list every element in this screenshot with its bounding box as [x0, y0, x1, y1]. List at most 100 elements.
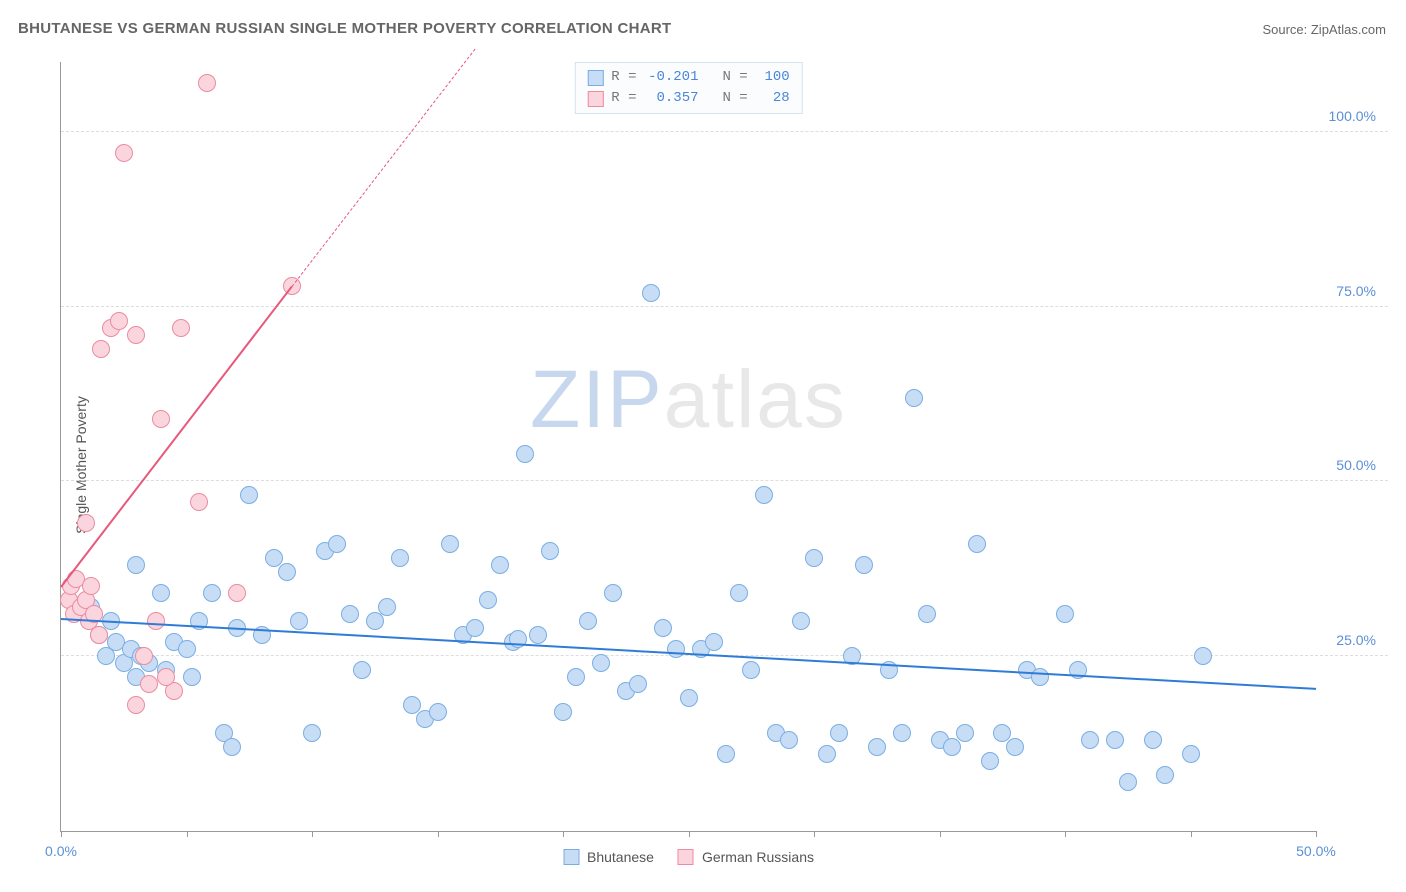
- data-point: [1031, 668, 1049, 686]
- xtick: [1316, 831, 1317, 837]
- data-point: [905, 389, 923, 407]
- series-legend: Bhutanese German Russians: [563, 849, 814, 865]
- r-value: 0.357: [645, 88, 699, 109]
- data-point: [717, 745, 735, 763]
- data-point: [1081, 731, 1099, 749]
- trendline-extension: [292, 48, 476, 286]
- data-point: [303, 724, 321, 742]
- data-point: [366, 612, 384, 630]
- xtick: [689, 831, 690, 837]
- data-point: [956, 724, 974, 742]
- data-point: [341, 605, 359, 623]
- data-point: [855, 556, 873, 574]
- gridline-h: [61, 480, 1388, 481]
- data-point: [353, 661, 371, 679]
- data-point: [378, 598, 396, 616]
- r-value: -0.201: [645, 67, 699, 88]
- series-legend-label: German Russians: [702, 849, 814, 865]
- data-point: [1182, 745, 1200, 763]
- correlation-legend-row: R = -0.201 N = 100: [587, 67, 789, 88]
- xtick: [563, 831, 564, 837]
- data-point: [1006, 738, 1024, 756]
- data-point: [290, 612, 308, 630]
- watermark-zip: ZIP: [530, 354, 664, 445]
- xtick-label: 50.0%: [1296, 843, 1336, 859]
- source-name: ZipAtlas.com: [1311, 22, 1386, 37]
- data-point: [918, 605, 936, 623]
- data-point: [893, 724, 911, 742]
- ytick-label: 25.0%: [1336, 632, 1376, 648]
- data-point: [228, 584, 246, 602]
- source-label: Source: ZipAtlas.com: [1262, 22, 1386, 37]
- data-point: [127, 326, 145, 344]
- data-point: [328, 535, 346, 553]
- data-point: [147, 612, 165, 630]
- data-point: [968, 535, 986, 553]
- data-point: [830, 724, 848, 742]
- data-point: [491, 556, 509, 574]
- data-point: [90, 626, 108, 644]
- data-point: [742, 661, 760, 679]
- data-point: [92, 340, 110, 358]
- plot-area: ZIPatlas R =-0.201N =100R =0.357N =28 Bh…: [60, 62, 1316, 832]
- ytick-label: 50.0%: [1336, 457, 1376, 473]
- watermark-atlas: atlas: [664, 354, 847, 445]
- xtick: [61, 831, 62, 837]
- legend-swatch: [563, 849, 579, 865]
- correlation-legend: R =-0.201N =100R =0.357N =28: [574, 62, 802, 114]
- data-point: [680, 689, 698, 707]
- data-point: [1144, 731, 1162, 749]
- data-point: [981, 752, 999, 770]
- data-point: [705, 633, 723, 651]
- data-point: [642, 284, 660, 302]
- data-point: [190, 493, 208, 511]
- data-point: [780, 731, 798, 749]
- xtick: [1065, 831, 1066, 837]
- r-label: R =: [611, 88, 636, 109]
- data-point: [667, 640, 685, 658]
- data-point: [554, 703, 572, 721]
- chart-title: BHUTANESE VS GERMAN RUSSIAN SINGLE MOTHE…: [18, 20, 671, 37]
- data-point: [157, 668, 175, 686]
- r-label: R =: [611, 67, 636, 88]
- data-point: [183, 668, 201, 686]
- data-point: [178, 640, 196, 658]
- legend-swatch: [587, 91, 603, 107]
- data-point: [391, 549, 409, 567]
- data-point: [240, 486, 258, 504]
- data-point: [516, 445, 534, 463]
- correlation-legend-row: R =0.357N =28: [587, 88, 789, 109]
- data-point: [77, 514, 95, 532]
- trendline: [61, 618, 1316, 690]
- data-point: [110, 312, 128, 330]
- data-point: [479, 591, 497, 609]
- chart-container: Single Mother Poverty ZIPatlas R =-0.201…: [18, 56, 1388, 874]
- data-point: [140, 675, 158, 693]
- n-value: 100: [756, 67, 790, 88]
- ytick-label: 100.0%: [1329, 108, 1376, 124]
- data-point: [278, 563, 296, 581]
- series-legend-item: German Russians: [678, 849, 814, 865]
- data-point: [152, 584, 170, 602]
- gridline-h: [61, 306, 1388, 307]
- n-label: N =: [723, 67, 748, 88]
- data-point: [115, 144, 133, 162]
- data-point: [579, 612, 597, 630]
- series-legend-label: Bhutanese: [587, 849, 654, 865]
- watermark: ZIPatlas: [530, 353, 847, 447]
- data-point: [466, 619, 484, 637]
- data-point: [1106, 731, 1124, 749]
- data-point: [223, 738, 241, 756]
- data-point: [755, 486, 773, 504]
- data-point: [198, 74, 216, 92]
- xtick: [1191, 831, 1192, 837]
- data-point: [127, 696, 145, 714]
- data-point: [82, 577, 100, 595]
- xtick-label: 0.0%: [45, 843, 77, 859]
- data-point: [529, 626, 547, 644]
- data-point: [805, 549, 823, 567]
- data-point: [818, 745, 836, 763]
- data-point: [172, 319, 190, 337]
- data-point: [792, 612, 810, 630]
- data-point: [567, 668, 585, 686]
